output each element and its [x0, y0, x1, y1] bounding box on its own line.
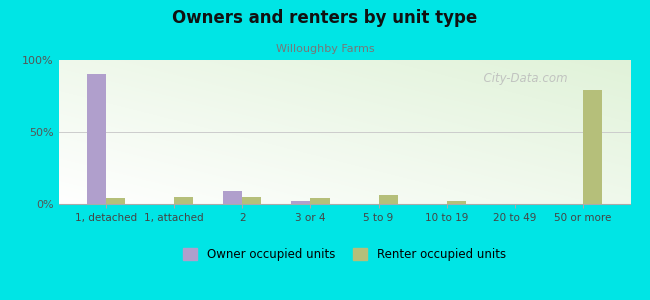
Bar: [87, 74, 106, 204]
Bar: [583, 90, 602, 204]
Bar: [224, 191, 242, 204]
Bar: [311, 198, 330, 204]
Legend: Owner occupied units, Renter occupied units: Owner occupied units, Renter occupied un…: [177, 242, 512, 267]
Text: City-Data.com: City-Data.com: [476, 71, 567, 85]
Bar: [174, 197, 193, 204]
Text: Willoughby Farms: Willoughby Farms: [276, 44, 374, 53]
Bar: [378, 195, 398, 204]
Bar: [447, 201, 465, 204]
Text: Owners and renters by unit type: Owners and renters by unit type: [172, 9, 478, 27]
Bar: [291, 201, 311, 204]
Bar: [106, 198, 125, 204]
Bar: [242, 197, 261, 204]
